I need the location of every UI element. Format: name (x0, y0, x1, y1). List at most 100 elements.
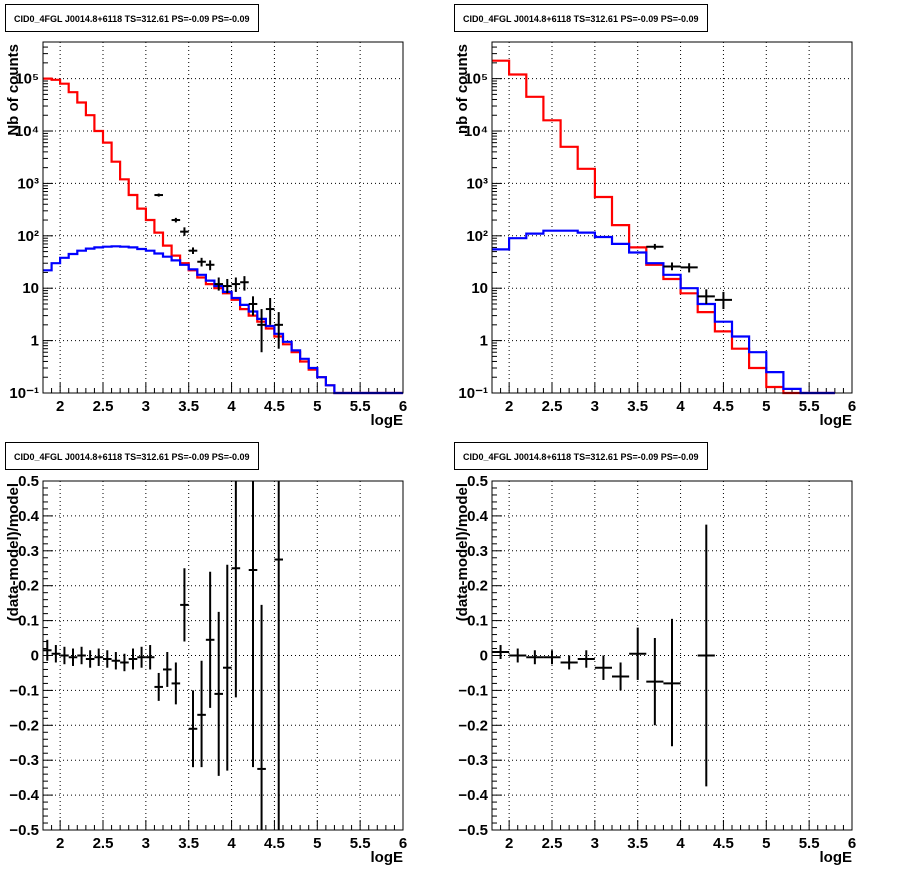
data-point (205, 571, 215, 708)
data-point (257, 309, 266, 353)
y-tick-label: −0.2 (9, 717, 39, 734)
y-tick-label: 10⁴ (464, 123, 488, 140)
axis-ticks (42, 41, 404, 394)
x-tick-label: 2.5 (93, 835, 114, 852)
data-point (492, 645, 510, 659)
x-tick-label: 4 (227, 835, 236, 852)
x-tick-label: 6 (848, 398, 856, 415)
plot-frame (491, 41, 853, 394)
x-tick-label: 3 (591, 835, 599, 852)
data-point (560, 655, 578, 670)
x-tick-label: 3 (591, 398, 599, 415)
data-point (205, 260, 215, 271)
y-tick-label: 0.2 (18, 578, 39, 595)
x-tick-label: 2 (505, 398, 513, 415)
chart-residual-left: 2 2.5 3 3.5 4 4.5 5 5.5 6 −0.5 −0.4 −0.3 −0.2 −0.1 0 0.… (5, 473, 407, 866)
x-tick-label: 5.5 (350, 835, 371, 852)
data-point (188, 690, 198, 768)
x-tick-label: 3.5 (627, 835, 648, 852)
data-point (697, 289, 715, 304)
data-points (43, 481, 283, 830)
plot-frame (491, 480, 853, 831)
data-point (163, 652, 172, 687)
y-tick-label: 0.2 (467, 578, 488, 595)
x-tick-label: 6 (399, 398, 407, 415)
x-tick-label: 4.5 (264, 835, 285, 852)
y-tick-label: 10² (466, 228, 488, 245)
data-point (231, 481, 241, 698)
series-source-model (492, 229, 835, 395)
x-tick-label: 4.5 (713, 398, 734, 415)
data-points (154, 193, 283, 353)
plot-frame (42, 41, 404, 394)
data-point (180, 227, 189, 236)
data-point (646, 243, 664, 250)
y-tick-label: −0.5 (9, 822, 39, 839)
data-points (646, 243, 732, 310)
data-point (248, 481, 258, 768)
data-point (714, 291, 732, 310)
y-tick-label: −0.1 (458, 682, 488, 699)
y-tick-label: −0.2 (458, 717, 488, 734)
y-tick-label: 0 (480, 648, 488, 665)
data-point (111, 652, 121, 670)
x-tick-label: 2.5 (542, 835, 563, 852)
y-tick-label: 10⁴ (15, 123, 39, 140)
x-tick-label: 4 (676, 835, 685, 852)
data-point (223, 278, 232, 294)
y-tick-label: 0.3 (18, 543, 39, 560)
y-tick-label: 10 (22, 280, 39, 297)
data-point (197, 660, 206, 768)
x-tick-label: 5.5 (799, 835, 820, 852)
data-point (663, 262, 681, 271)
data-point (248, 296, 258, 316)
data-point (629, 627, 647, 680)
y-axis-label: nb of counts (454, 44, 471, 134)
y-axis-label: (data-model)/model (5, 483, 22, 621)
data-point (137, 646, 146, 668)
y-tick-label: −0.5 (458, 822, 488, 839)
data-point (94, 648, 103, 666)
y-tick-label: −0.4 (9, 787, 39, 804)
x-tick-label: 5 (313, 398, 321, 415)
data-point (120, 653, 129, 672)
x-tick-label: 5.5 (799, 398, 820, 415)
y-tick-label: 0.1 (467, 613, 488, 630)
data-point (60, 646, 69, 665)
data-point (171, 217, 181, 223)
chart-title: CID0_4FGL J0014.8+6118 TS=312.61 PS=-0.0… (454, 442, 708, 470)
y-tick-label: 0.5 (18, 473, 39, 490)
chart-title: CID0_4FGL J0014.8+6118 TS=312.61 PS=-0.0… (454, 4, 708, 32)
chart-residual-right: 2 2.5 3 3.5 4 4.5 5 5.5 6 −0.5 −0.4 −0.3 −0.2 −0.1 0 0.… (454, 473, 856, 866)
x-tick-label: 3 (142, 398, 150, 415)
data-point (154, 193, 163, 197)
x-tick-label: 2 (56, 398, 64, 415)
x-axis-label: logE (820, 412, 853, 429)
data-point (646, 638, 664, 726)
y-tick-label: 1 (480, 333, 488, 350)
data-point (188, 247, 198, 254)
data-point (85, 650, 95, 668)
data-point (240, 276, 249, 291)
x-tick-label: 5 (313, 835, 321, 852)
data-point (680, 263, 698, 273)
x-tick-label: 3 (142, 835, 150, 852)
data-point (145, 645, 155, 670)
data-point (265, 298, 275, 325)
y-tick-label: 10⁻¹ (9, 385, 39, 402)
data-point (257, 604, 266, 830)
data-point (128, 648, 138, 670)
x-tick-label: 4.5 (713, 835, 734, 852)
data-point (274, 312, 283, 349)
x-tick-label: 5 (762, 835, 770, 852)
y-tick-label: 0 (31, 648, 39, 665)
data-point (223, 564, 232, 771)
data-point (68, 648, 78, 666)
x-axis-label: logE (371, 849, 404, 866)
x-tick-label: 3.5 (627, 398, 648, 415)
data-points (492, 524, 715, 787)
y-tick-label: 1 (31, 333, 39, 350)
chart-title: CID0_4FGL J0014.8+6118 TS=312.61 PS=-0.0… (5, 4, 259, 32)
series-source-model (43, 245, 403, 395)
plot-frame (42, 480, 404, 831)
